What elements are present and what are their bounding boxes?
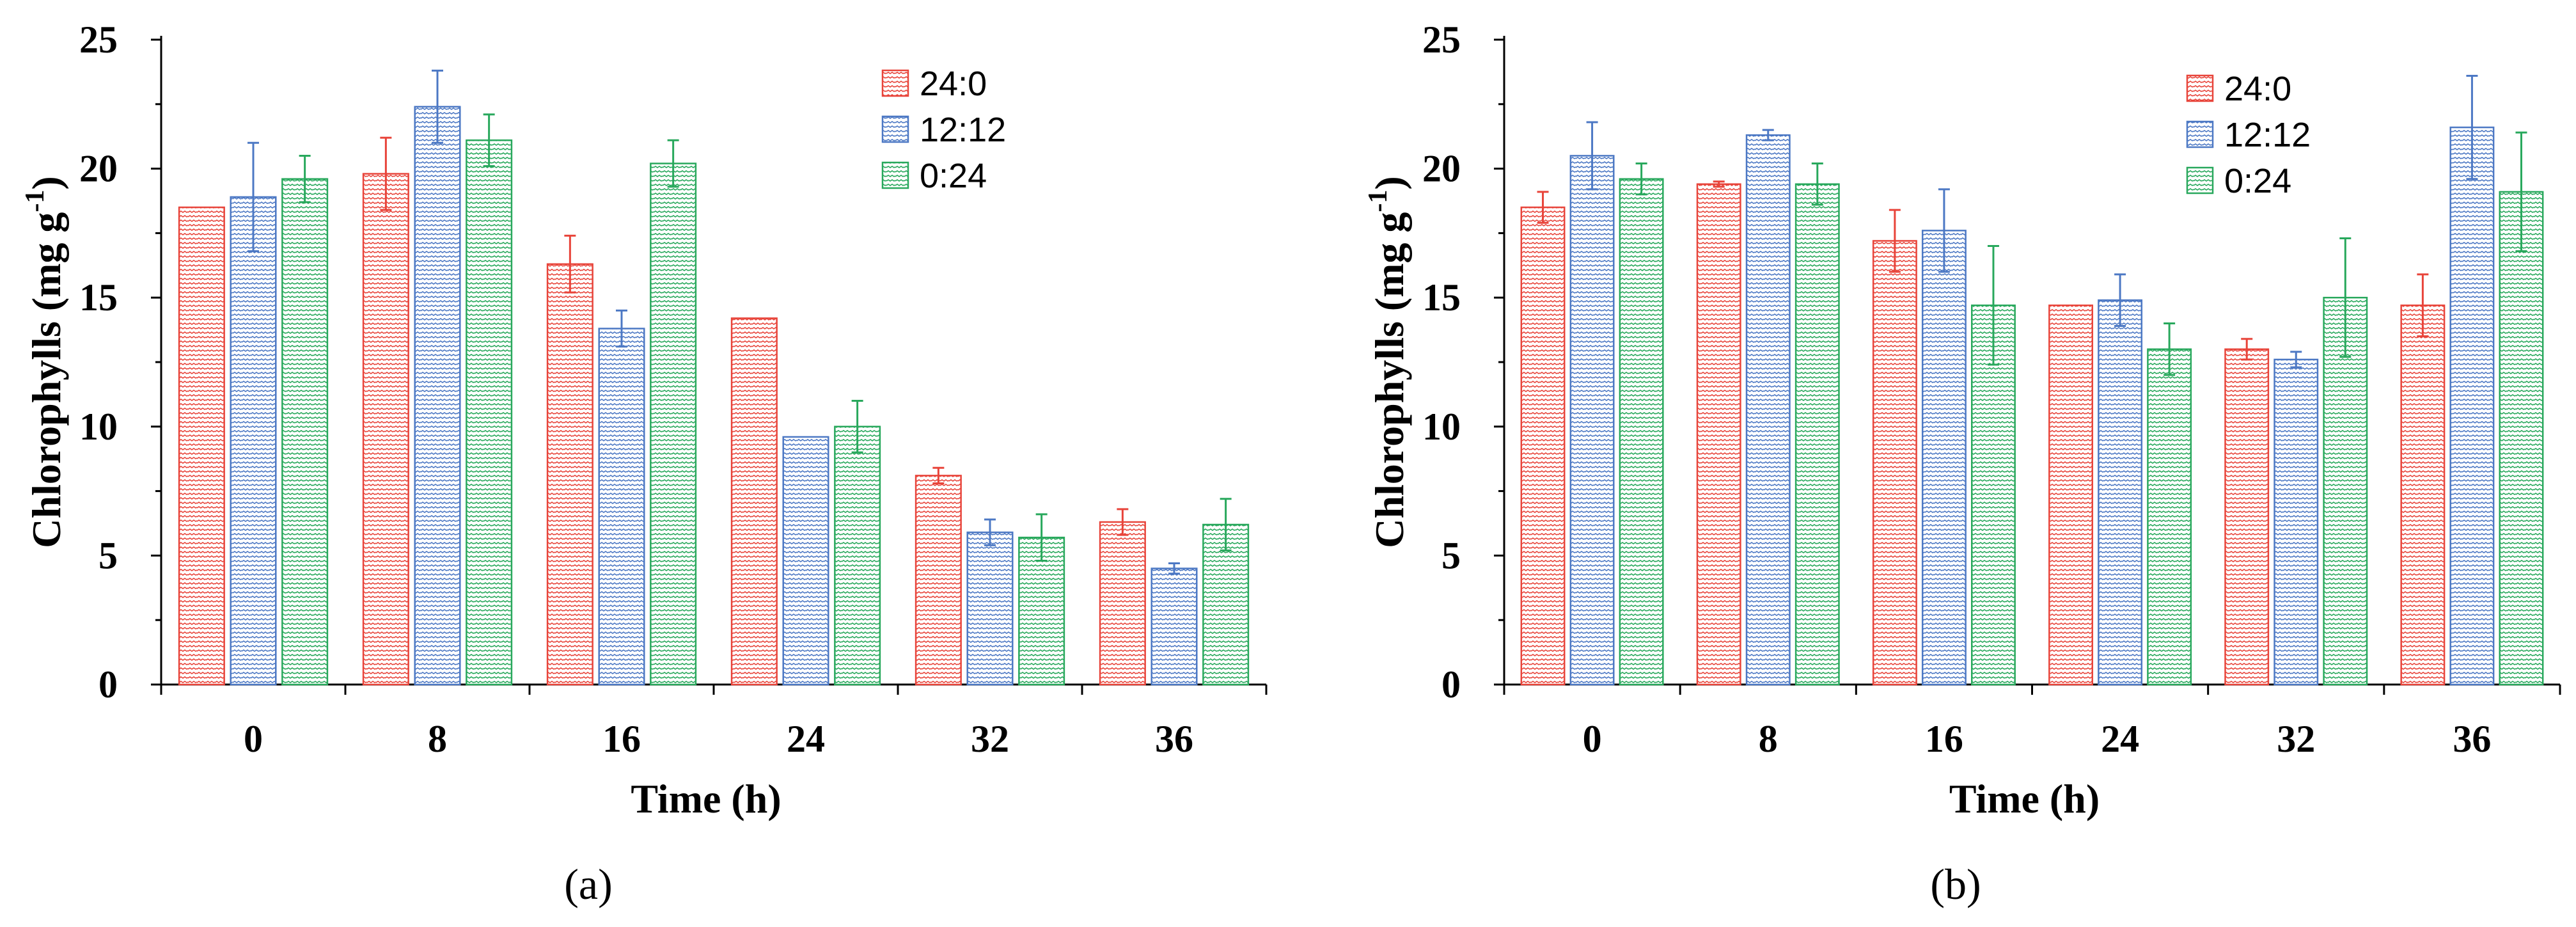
y-axis-title-close: )	[24, 176, 69, 189]
bar-12-12-t8	[414, 106, 461, 686]
bar-0-24-t24	[2147, 348, 2192, 686]
bar-0-24-t36	[2499, 191, 2544, 686]
bar-12-12-t32	[966, 531, 1014, 686]
y-axis-title-close: )	[1367, 176, 1412, 189]
bar-12-12-t32	[2274, 358, 2319, 686]
bar-24-0-t0	[1520, 206, 1566, 686]
y-tick-label: 25	[1422, 19, 1461, 61]
panel-label: (a)	[564, 860, 612, 908]
x-tick-label: 24	[2101, 718, 2139, 760]
bar-0-24-t16	[650, 162, 697, 686]
y-tick-label: 5	[1441, 534, 1461, 576]
bar-24-0-t32	[915, 475, 962, 686]
bar-24-0-t0	[178, 206, 225, 686]
legend-label-12-12: 12:12	[920, 111, 1006, 149]
bar-12-12-t16	[1921, 230, 1967, 686]
legend-swatch-12-12	[2186, 120, 2214, 148]
x-tick-label: 16	[602, 718, 641, 760]
x-tick-label: 16	[1925, 718, 1963, 760]
legend-swatch-0-24	[881, 161, 909, 189]
y-axis-title-main: Chlorophylls (mg g	[24, 212, 69, 548]
y-tick-label: 10	[1422, 406, 1461, 448]
bar-24-0-t24	[730, 317, 778, 686]
legend-label-24-0: 24:0	[920, 65, 987, 103]
x-axis-title: Time (h)	[631, 776, 781, 821]
y-axis-title: Chlorophylls (mg g-1)	[20, 176, 69, 548]
y-tick-label: 5	[98, 534, 118, 576]
legend: 24:0 12:12 0:24	[881, 65, 1006, 195]
y-tick-label: 15	[79, 276, 118, 319]
bar-0-24-t8	[1795, 183, 1840, 686]
bar-12-12-t8	[1745, 134, 1791, 686]
x-tick-label: 36	[1155, 718, 1193, 760]
x-tick-label: 32	[2277, 718, 2315, 760]
bar-24-0-t16	[546, 263, 593, 686]
x-tick-label: 36	[2453, 718, 2491, 760]
bar-24-0-t36	[2400, 305, 2446, 686]
bar-24-0-t16	[1872, 240, 1917, 686]
y-tick-label: 20	[1422, 148, 1461, 190]
legend-swatch-0-24	[2186, 166, 2214, 194]
bar-24-0-t24	[2048, 305, 2093, 686]
x-axis-title: Time (h)	[1949, 776, 2100, 821]
bar-12-12-t0	[1569, 155, 1615, 686]
legend-swatch-24-0	[2186, 74, 2214, 102]
x-tick-label: 8	[428, 718, 447, 760]
legend-label-0-24: 0:24	[920, 157, 987, 195]
legend-label-24-0: 24:0	[2224, 70, 2291, 108]
bar-24-0-t36	[1099, 521, 1146, 686]
y-tick-label: 0	[1441, 663, 1461, 706]
bar-24-0-t8	[1696, 183, 1741, 686]
bar-0-24-t24	[834, 425, 881, 686]
bar-12-12-t24	[782, 436, 829, 686]
x-tick-label: 0	[1583, 718, 1602, 760]
legend-label-0-24: 0:24	[2224, 162, 2291, 200]
y-tick-label: 20	[79, 148, 118, 190]
y-tick-label: 10	[79, 406, 118, 448]
bar-0-24-t16	[1971, 305, 2016, 686]
legend-swatch-24-0	[881, 69, 909, 97]
y-tick-label: 25	[79, 19, 118, 61]
panel-label: (b)	[1930, 860, 1981, 908]
y-tick-label: 15	[1422, 276, 1461, 319]
y-axis-title-superscript: -1	[1363, 190, 1393, 212]
legend-swatch-12-12	[881, 115, 909, 143]
legend-label-12-12: 12:12	[2224, 116, 2311, 154]
x-tick-label: 24	[787, 718, 825, 760]
chart-panel-a: 0 5 10 15 20 25 0 8 16 24 32 36 Time (h) Chlorophylls…	[20, 19, 1268, 908]
chart-panel-b: 0 5 10 15 20 25 0 8 16 24 32 36 Time (h) Chlorophylls…	[1363, 19, 2561, 908]
bar-12-12-t16	[598, 328, 645, 686]
x-tick-label: 32	[971, 718, 1009, 760]
x-tick-label: 8	[1759, 718, 1778, 760]
bar-0-24-t32	[1018, 536, 1065, 686]
bar-12-12-t36	[2449, 126, 2495, 686]
legend: 24:0 12:12 0:24	[2186, 70, 2311, 200]
bar-24-0-t32	[2224, 348, 2270, 686]
bar-12-12-t36	[1151, 567, 1198, 686]
x-tick-label: 0	[244, 718, 263, 760]
bar-12-12-t24	[2098, 299, 2143, 686]
bar-0-24-t0	[281, 178, 329, 686]
y-axis-title-superscript: -1	[20, 190, 50, 212]
y-tick-label: 0	[98, 663, 118, 706]
bar-12-12-t0	[230, 196, 277, 686]
bar-0-24-t8	[466, 139, 513, 686]
bar-0-24-t0	[1619, 178, 1664, 686]
y-axis-title: Chlorophylls (mg g-1)	[1363, 176, 1412, 548]
y-axis-title-main: Chlorophylls (mg g	[1367, 212, 1412, 548]
bar-24-0-t8	[362, 173, 409, 686]
